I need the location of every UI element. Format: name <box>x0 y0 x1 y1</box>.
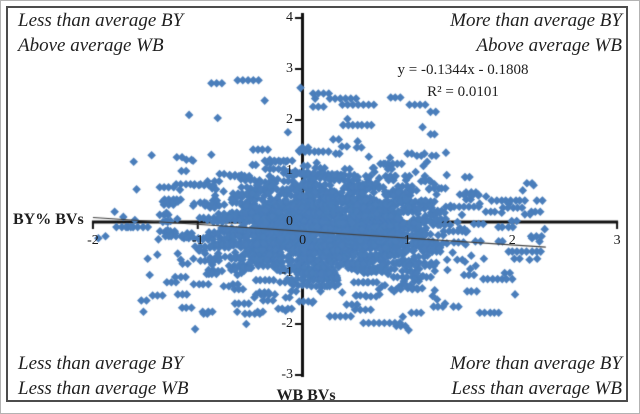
quadrant-label-top-right: More than average BY Above average WB <box>450 8 622 58</box>
quadrant-label-line: Above average WB <box>476 35 622 56</box>
x-tick-label: -2 <box>87 233 99 248</box>
y-tick-label: 3 <box>286 61 293 76</box>
y-axis-title: BY% BVs <box>13 211 84 228</box>
y-tick-label: -1 <box>281 265 293 280</box>
y-tick-label: 2 <box>286 112 293 127</box>
x-tick-label: 2 <box>508 233 516 248</box>
y-tick-label: 4 <box>286 10 293 25</box>
quadrant-label-line: Less than average BY <box>18 10 184 31</box>
quadrant-label-bottom-left: Less than average BY Less than average W… <box>18 351 188 401</box>
quadrant-label-line: Less than average WB <box>18 378 189 399</box>
quadrant-label-bottom-right: More than average BY Less than average W… <box>450 351 622 401</box>
equation-text: y = -0.1344x - 0.1808 <box>397 62 529 78</box>
quadrant-label-line: More than average BY <box>450 353 622 374</box>
x-tick-label: 1 <box>403 233 411 248</box>
quadrant-label-top-left: Less than average BY Above average WB <box>18 8 183 58</box>
x-tick-label: 0 <box>299 233 307 248</box>
quadrant-label-line: Less than average WB <box>451 378 622 399</box>
y-tick-label: -2 <box>281 316 293 331</box>
r-squared-text: R² = 0.0101 <box>427 84 499 100</box>
x-axis-title: WB BVs <box>276 387 336 404</box>
quadrant-label-line: Above average WB <box>18 35 164 56</box>
quadrant-label-line: Less than average BY <box>18 353 184 374</box>
x-tick-label: 3 <box>613 233 621 248</box>
y-tick-label: -3 <box>281 367 293 382</box>
trendline-equation: y = -0.1344x - 0.1808 R² = 0.0101 <box>368 59 558 103</box>
x-tick-label: -1 <box>191 233 204 248</box>
y-tick-label: 0 <box>286 214 293 229</box>
y-tick-label: 1 <box>286 163 293 178</box>
quadrant-label-line: More than average BY <box>450 10 622 31</box>
